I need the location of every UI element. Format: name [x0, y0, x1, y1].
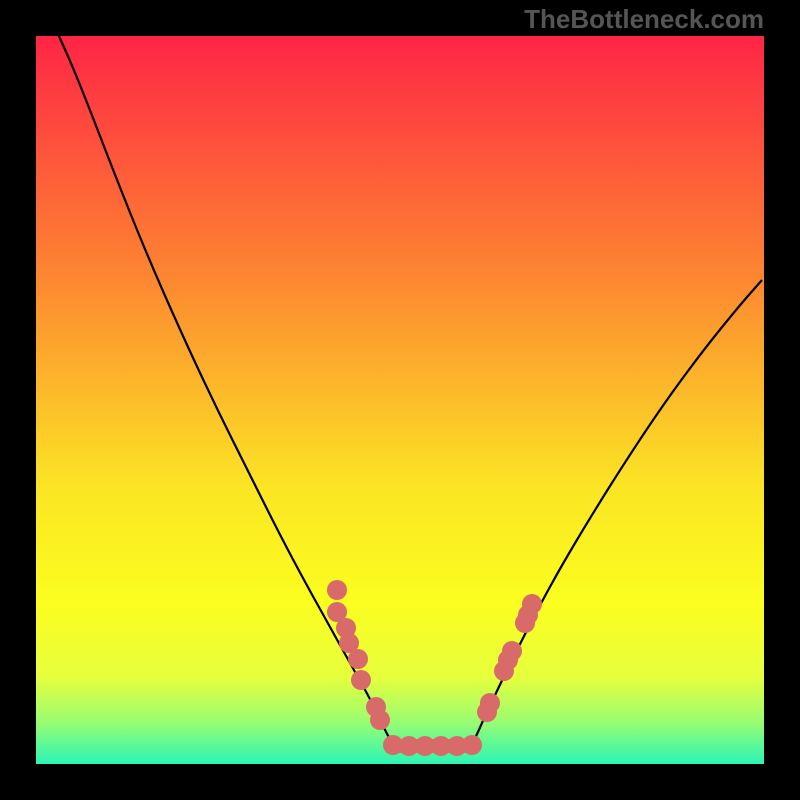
chart-svg	[0, 0, 800, 800]
right-curve	[472, 280, 762, 745]
data-marker	[462, 735, 482, 755]
left-markers	[327, 580, 390, 730]
data-marker	[522, 594, 542, 614]
chart-frame: TheBottleneck.com	[0, 0, 800, 800]
data-marker	[370, 710, 390, 730]
data-marker	[327, 580, 347, 600]
data-marker	[502, 641, 522, 661]
right-markers	[477, 594, 542, 722]
data-marker	[480, 693, 500, 713]
data-marker	[351, 670, 371, 690]
data-marker	[348, 649, 368, 669]
